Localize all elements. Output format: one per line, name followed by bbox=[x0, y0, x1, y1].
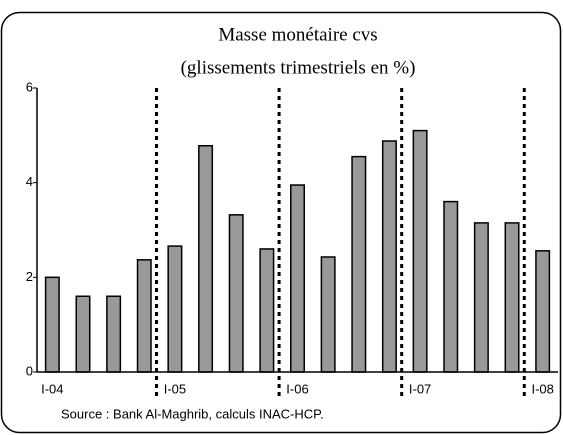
bar bbox=[75, 295, 91, 373]
bar bbox=[259, 248, 275, 373]
x-tick-label: I-04 bbox=[41, 381, 63, 396]
chart-title: Masse monétaire cvs bbox=[218, 24, 377, 45]
y-tick-label: 2 bbox=[26, 269, 33, 284]
bar bbox=[443, 200, 459, 373]
bar bbox=[504, 222, 520, 373]
x-tick-label: I-08 bbox=[531, 381, 553, 396]
x-tick-label: I-06 bbox=[286, 381, 308, 396]
chart-subtitle: (glissements trimestriels en %) bbox=[181, 57, 416, 78]
bar bbox=[290, 184, 305, 373]
y-tick-label: 4 bbox=[26, 174, 33, 189]
bar bbox=[351, 155, 367, 373]
bar bbox=[106, 295, 122, 373]
x-tick-label: I-05 bbox=[164, 381, 186, 396]
bar bbox=[381, 140, 397, 373]
bar bbox=[228, 214, 244, 373]
bar bbox=[535, 250, 551, 373]
bar bbox=[136, 259, 152, 373]
bar bbox=[320, 256, 336, 373]
y-tick-label: 6 bbox=[26, 79, 33, 94]
bar bbox=[473, 222, 489, 373]
y-tick-label: 0 bbox=[26, 363, 33, 378]
bar bbox=[412, 129, 428, 373]
source-note: Source : Bank Al-Maghrib, calculs INAC-H… bbox=[61, 406, 324, 421]
bar bbox=[198, 144, 214, 373]
bar bbox=[44, 276, 60, 373]
bar bbox=[167, 245, 183, 373]
x-tick-label: I-07 bbox=[409, 381, 431, 396]
